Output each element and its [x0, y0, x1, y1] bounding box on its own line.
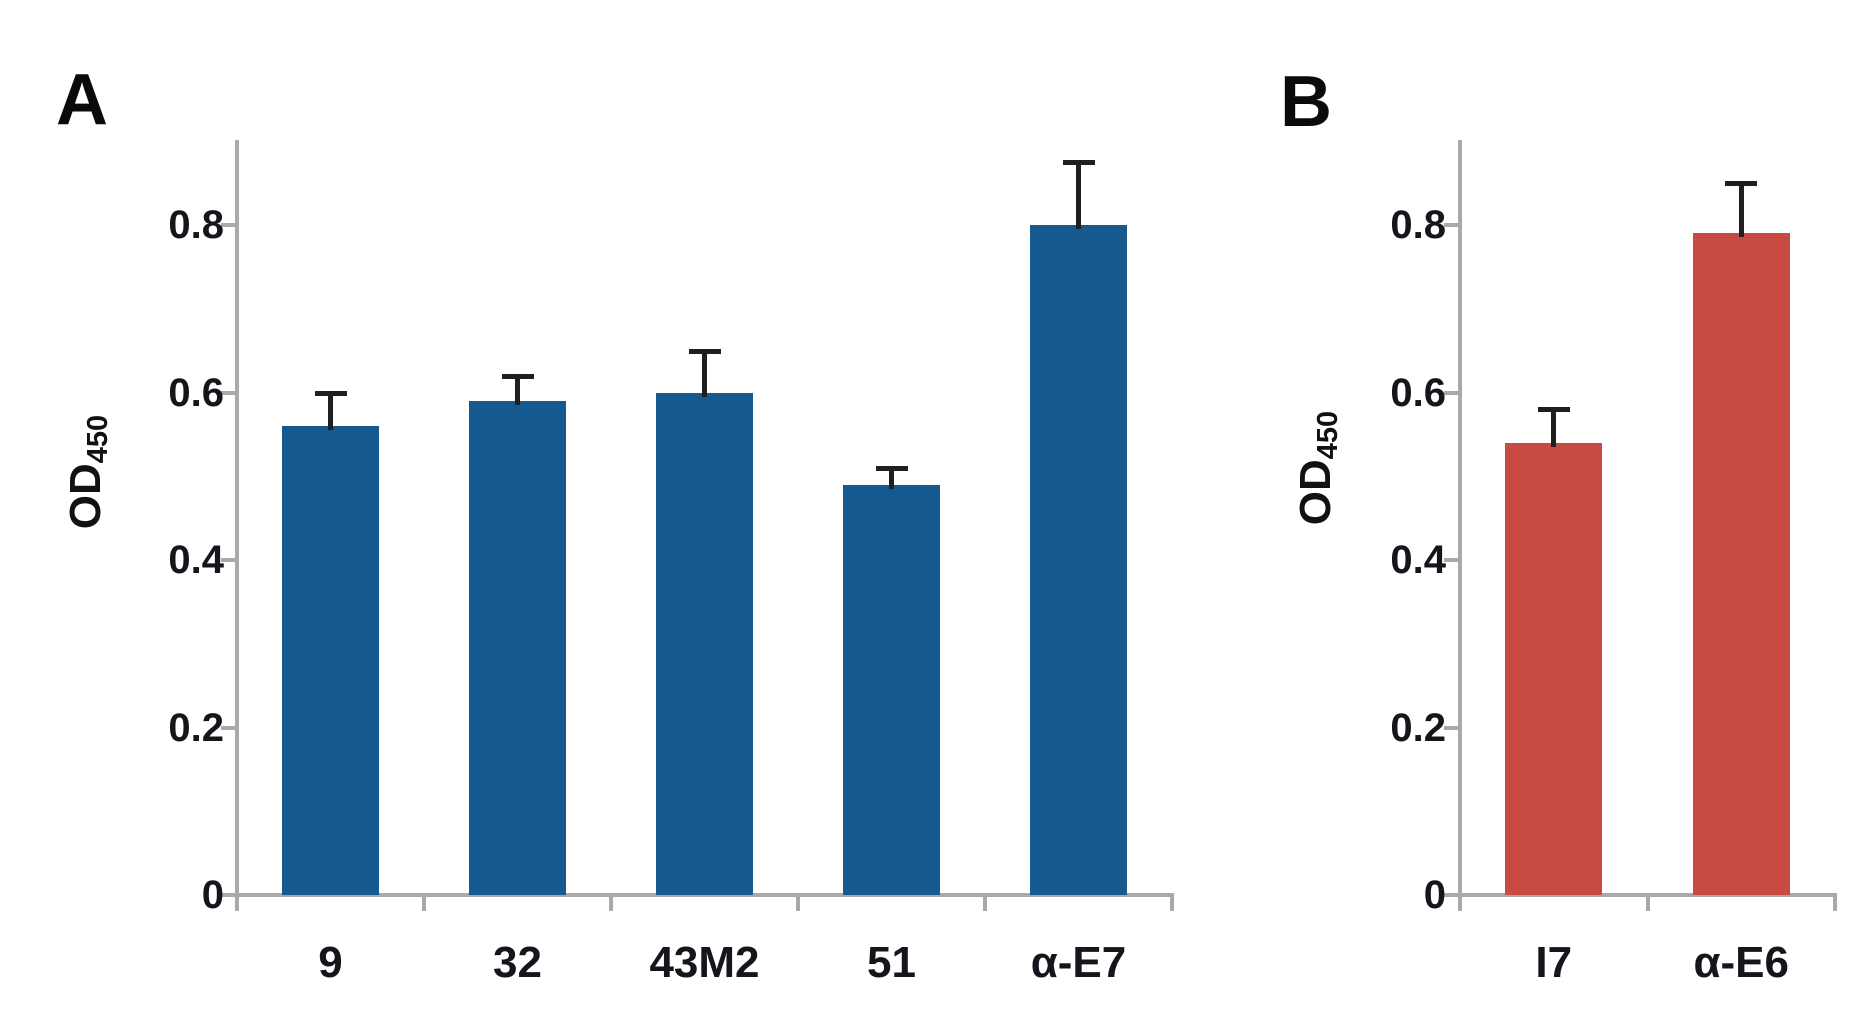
error-bar-stem — [1076, 162, 1081, 229]
error-bar-cap — [875, 465, 908, 471]
error-bar-stem — [515, 375, 520, 405]
y-tick — [221, 390, 235, 395]
y-tick-label: 0.2 — [168, 705, 224, 750]
error-bar-stem — [889, 467, 894, 489]
y-axis-title: OD 450 — [1284, 318, 1348, 618]
error-bar-stem — [1551, 409, 1557, 447]
y-tick-label: 0.8 — [1390, 203, 1446, 247]
y-tick-label: 0.6 — [168, 370, 224, 415]
y-axis-line — [1458, 140, 1462, 911]
y-tick-label: 0 — [1423, 873, 1446, 917]
y-tick — [1444, 893, 1458, 897]
y-tick-label: 0.2 — [1390, 705, 1446, 750]
x-tick — [1170, 895, 1174, 911]
error-bar-cap — [1062, 160, 1095, 166]
bar — [1505, 442, 1603, 895]
x-category-label: 51 — [867, 938, 916, 987]
x-tick — [422, 895, 426, 911]
y-tick — [1444, 725, 1458, 730]
y-tick-label: 0.4 — [168, 538, 224, 582]
bar — [843, 484, 940, 895]
y-tick-label: 0.8 — [168, 203, 224, 247]
y-tick — [1444, 558, 1458, 562]
x-tick — [796, 895, 800, 911]
panel-b-letter: B — [1280, 62, 1332, 142]
error-bar-cap — [314, 390, 347, 396]
y-tick — [221, 893, 235, 897]
error-bar-cap — [1537, 407, 1570, 413]
x-category-label: I7 — [1535, 938, 1573, 987]
x-tick — [1833, 895, 1837, 911]
panel-a-letter: A — [56, 60, 108, 140]
x-category-label: 43M2 — [649, 938, 760, 987]
y-axis-title-subscript: 450 — [1311, 410, 1344, 460]
error-bar-stem — [328, 392, 333, 430]
y-tick — [221, 223, 235, 227]
x-category-label: 32 — [493, 938, 542, 987]
error-bar-cap — [501, 373, 534, 379]
y-tick — [1444, 390, 1458, 395]
x-tick — [1645, 895, 1650, 911]
x-category-label: α-E7 — [1030, 938, 1127, 987]
x-tick — [609, 895, 613, 911]
x-tick — [983, 895, 987, 911]
x-category-label: α-E6 — [1693, 938, 1790, 987]
y-tick — [221, 558, 235, 562]
y-tick-label: 0.6 — [1390, 370, 1446, 415]
x-axis-line — [235, 893, 1174, 897]
y-tick — [1444, 223, 1458, 227]
y-tick-label: 0 — [201, 873, 224, 917]
bar — [282, 426, 379, 895]
y-axis-line — [235, 140, 239, 911]
bar — [1692, 233, 1790, 895]
bar — [469, 400, 566, 895]
bar — [656, 392, 753, 895]
error-bar-cap — [1725, 181, 1758, 187]
x-category-label: 9 — [318, 938, 343, 987]
error-bar-stem — [702, 350, 707, 397]
y-tick-label: 0.4 — [1390, 538, 1446, 582]
error-bar-cap — [688, 348, 721, 354]
y-axis-title-text: OD — [1291, 459, 1340, 526]
y-tick — [221, 725, 235, 730]
error-bar-stem — [1738, 183, 1744, 238]
bar — [1030, 225, 1127, 895]
